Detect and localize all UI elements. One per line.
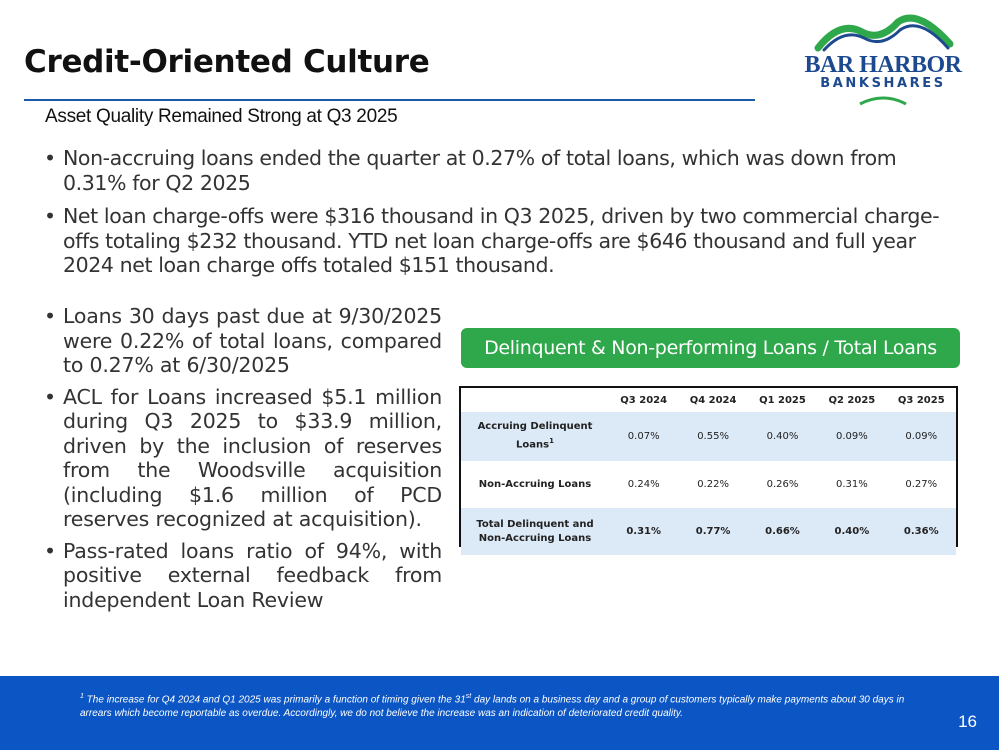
bar-harbor-logo: BAR HARBOR BANKSHARES — [802, 14, 964, 114]
table-row: Non-Accruing Loans 0.24% 0.22% 0.26% 0.3… — [461, 461, 956, 508]
table-row: Accruing Delinquent Loans1 0.07% 0.55% 0… — [461, 412, 956, 461]
table-cell: 0.40% — [747, 412, 818, 461]
table-cell: 0.09% — [817, 412, 887, 461]
bullet-list-top: Non-accruing loans ended the quarter at … — [44, 146, 944, 287]
logo-line2: BANKSHARES — [820, 76, 946, 91]
table-cell: 0.26% — [747, 461, 818, 508]
column-header: Q4 2024 — [689, 394, 737, 406]
bullet-item: Pass-rated loans ratio of 94%, with posi… — [44, 539, 442, 613]
table-cell: 0.27% — [886, 461, 956, 508]
table-title: Delinquent & Non-performing Loans / Tota… — [461, 328, 960, 368]
table-cell: 0.40% — [817, 508, 887, 555]
logo-swoosh-icon — [859, 96, 907, 106]
footnote: 1 The increase for Q4 2024 and Q1 2025 w… — [80, 693, 905, 720]
bullet-item: Loans 30 days past due at 9/30/2025 were… — [44, 304, 442, 378]
table-cell: 0.07% — [609, 412, 679, 461]
logo-line1: BAR HARBOR — [804, 52, 962, 78]
table-cell: 0.09% — [886, 412, 956, 461]
mountain-logo-icon — [814, 14, 954, 52]
row-label: Non-Accruing Loans — [461, 461, 609, 508]
column-header: Q3 2025 — [897, 394, 945, 406]
column-header: Q1 2025 — [759, 394, 806, 406]
table-cell: 0.66% — [747, 508, 818, 555]
bullet-list-left: Loans 30 days past due at 9/30/2025 were… — [44, 304, 442, 619]
section-subtitle: Asset Quality Remained Strong at Q3 2025 — [45, 106, 398, 127]
column-header: Q2 2025 — [828, 394, 876, 406]
row-label: Accruing Delinquent Loans1 — [461, 412, 609, 461]
footnote-marker: 1 — [549, 437, 554, 446]
title-underline — [24, 99, 755, 101]
row-label-header — [461, 388, 609, 412]
bullet-item: ACL for Loans increased $5.1 million dur… — [44, 385, 442, 532]
table-cell: 0.36% — [886, 508, 956, 555]
bullet-item: Non-accruing loans ended the quarter at … — [44, 146, 944, 195]
table-cell: 0.77% — [678, 508, 748, 555]
footnote-marker: 1 — [80, 693, 84, 700]
table-cell: 0.31% — [609, 508, 679, 555]
table-cell: 0.22% — [678, 461, 748, 508]
column-header: Q3 2024 — [620, 394, 668, 406]
table-cell: 0.55% — [678, 412, 748, 461]
page-number: 16 — [958, 712, 977, 731]
table-header-row: Q3 2024 Q4 2024 Q1 2025 Q2 2025 Q3 2025 — [461, 388, 956, 412]
slide-title: Credit-Oriented Culture — [24, 44, 430, 80]
table-cell: 0.31% — [817, 461, 887, 508]
bullet-item: Net loan charge-offs were $316 thousand … — [44, 204, 944, 278]
footer-bar: 1 The increase for Q4 2024 and Q1 2025 w… — [0, 676, 999, 750]
row-label: Total Delinquent and Non-Accruing Loans — [461, 508, 609, 555]
table-cell: 0.24% — [609, 461, 679, 508]
loans-table: Q3 2024 Q4 2024 Q1 2025 Q2 2025 Q3 2025 … — [459, 386, 958, 555]
ordinal-suffix: st — [465, 693, 472, 700]
table-row-total: Total Delinquent and Non-Accruing Loans … — [461, 508, 956, 555]
